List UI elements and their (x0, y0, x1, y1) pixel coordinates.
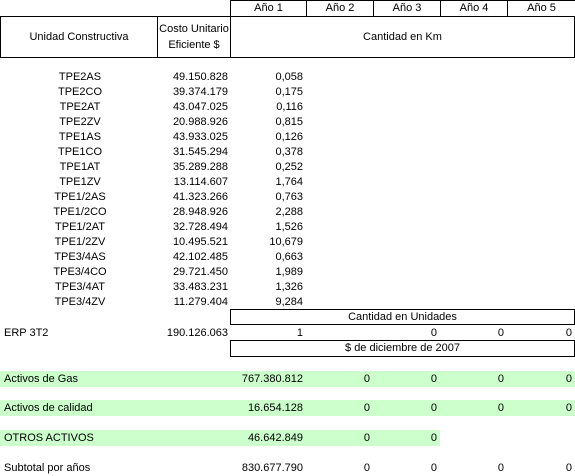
unit-header: Unidad Constructiva (0, 16, 158, 58)
unit-cost: 13.114.607 (173, 176, 228, 188)
total-value: 0 (430, 431, 437, 444)
unit-name: TPE1/2AS (54, 191, 106, 203)
unit-name: TPE1/2AT (55, 221, 105, 233)
unit-km: 1,326 (275, 281, 303, 293)
km-header: Cantidad en Km (230, 16, 575, 58)
erp-value: 0 (430, 327, 437, 339)
total-value: 0 (430, 372, 437, 385)
total-value: 0 (363, 372, 370, 385)
total-value: 16.654.128 (247, 401, 303, 414)
unit-cost: 33.483.231 (172, 281, 228, 293)
year-header: Año 1 (230, 0, 307, 17)
unit-cost: 35.289.288 (172, 161, 228, 173)
unit-name: TPE3/4AT (55, 281, 105, 293)
currency-label: $ de diciembre de 2007 (230, 340, 575, 357)
unit-name: TPE2ZV (59, 116, 101, 128)
unit-cost: 31.545.294 (172, 146, 228, 158)
unit-name: TPE2CO (57, 86, 102, 98)
total-value: 0 (430, 461, 437, 474)
year-header: Año 3 (373, 0, 441, 17)
unit-km: 0,058 (275, 71, 303, 83)
erp-cost: 190.126.063 (166, 327, 228, 339)
cost-header-line: Costo Unitario (159, 23, 229, 35)
unit-cost: 39.374.179 (172, 86, 228, 98)
unit-km: 9,284 (275, 296, 303, 308)
total-value: 767.380.812 (241, 372, 303, 385)
total-value: 0 (363, 431, 370, 444)
cost-header: Costo Unitario Eficiente $ (157, 16, 231, 58)
row-highlight (0, 430, 440, 446)
total-value: 0 (497, 372, 504, 385)
total-value: 830.677.790 (241, 461, 303, 474)
total-value: 46.642.849 (247, 431, 303, 444)
unit-km: 2,288 (275, 206, 303, 218)
unit-cost: 43.933.025 (172, 131, 228, 143)
total-value: 0 (565, 372, 572, 385)
row-highlight (0, 400, 575, 416)
unit-name: TPE1/2ZV (54, 236, 106, 248)
unit-cost: 29.721.450 (172, 266, 228, 278)
unit-km: 10,679 (269, 236, 303, 248)
erp-value: 0 (565, 327, 572, 339)
total-value: 0 (565, 401, 572, 414)
unit-km: 1,764 (275, 176, 303, 188)
total-value: 0 (363, 401, 370, 414)
unit-km: 1,989 (275, 266, 303, 278)
unit-km: 0,126 (275, 131, 303, 143)
unit-cost: 43.047.025 (172, 101, 228, 113)
unit-name: TPE2AS (58, 71, 102, 83)
total-label: OTROS ACTIVOS (4, 431, 94, 444)
unit-cost: 42.102.485 (172, 251, 228, 263)
unit-km: 0,763 (275, 191, 303, 203)
unit-name: TPE2AT (59, 101, 101, 113)
year-header: Año 2 (306, 0, 374, 17)
unit-name: TPE1CO (57, 146, 102, 158)
unit-km: 0,815 (275, 116, 303, 128)
unit-name: TPE3/4ZV (54, 296, 106, 308)
unit-cost: 49.150.828 (172, 71, 228, 83)
unit-km: 0,116 (276, 101, 303, 113)
unit-km: 1,526 (275, 221, 303, 233)
units-label: Cantidad en Unidades (230, 309, 575, 325)
unit-name: TPE1/2CO (53, 206, 107, 218)
year-header: Año 4 (440, 0, 508, 17)
year-header: Año 5 (507, 0, 575, 17)
total-value: 0 (497, 461, 504, 474)
row-highlight (0, 371, 575, 387)
total-label: Subtotal por años (4, 461, 91, 474)
unit-name: TPE1AS (58, 131, 102, 143)
total-value: 0 (497, 401, 504, 414)
erp-label: ERP 3T2 (4, 327, 49, 339)
unit-name: TPE1AT (59, 161, 101, 173)
unit-km: 0,378 (275, 146, 303, 158)
cost-header-line: Eficiente $ (168, 39, 220, 51)
unit-cost: 20.988.926 (172, 116, 228, 128)
unit-name: TPE3/4CO (53, 266, 107, 278)
unit-cost: 32.728.494 (172, 221, 228, 233)
erp-value: 0 (497, 327, 504, 339)
unit-km: 0,663 (275, 251, 303, 263)
unit-cost: 28.948.926 (172, 206, 228, 218)
total-value: 0 (430, 401, 437, 414)
unit-cost: 10.495.521 (172, 236, 228, 248)
total-value: 0 (363, 461, 370, 474)
unit-name: TPE1ZV (59, 176, 101, 188)
unit-name: TPE3/4AS (54, 251, 106, 263)
unit-cost: 11.279.404 (173, 296, 228, 308)
total-value: 0 (565, 461, 572, 474)
unit-km: 0,175 (275, 86, 303, 98)
unit-km: 0,252 (275, 161, 303, 173)
total-label: Activos de calidad (4, 401, 93, 414)
total-label: Activos de Gas (4, 372, 78, 385)
unit-cost: 41.323.266 (172, 191, 228, 203)
erp-value: 1 (296, 327, 303, 339)
